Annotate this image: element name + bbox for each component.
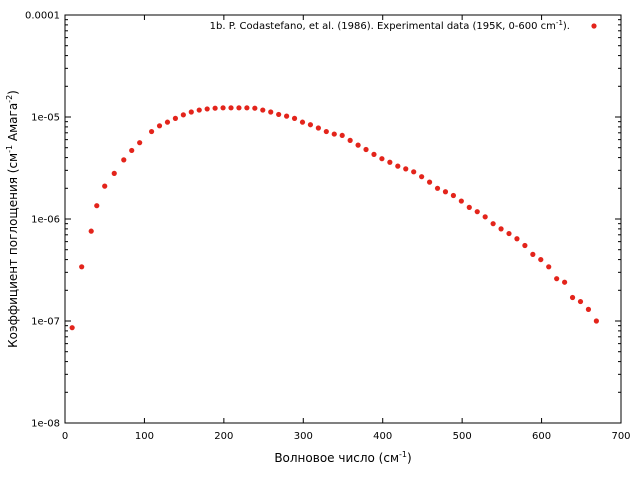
data-point: [347, 137, 353, 143]
data-point: [569, 294, 576, 301]
data-point: [482, 214, 488, 220]
data-point: [426, 179, 433, 185]
legend-marker: [591, 23, 597, 29]
data-point: [458, 198, 464, 204]
data-point: [111, 170, 117, 176]
data-point: [172, 115, 179, 121]
data-point: [371, 151, 377, 157]
data-point: [180, 112, 186, 118]
data-point: [236, 105, 242, 111]
data-point: [538, 256, 544, 263]
data-points: [69, 105, 599, 331]
data-point: [88, 228, 94, 234]
data-point: [284, 113, 290, 119]
data-point: [514, 236, 520, 242]
data-point: [577, 298, 584, 305]
data-point: [307, 122, 314, 128]
y-tick-label: 1e-05: [31, 113, 60, 124]
data-point: [204, 106, 210, 112]
data-point: [339, 132, 345, 139]
data-point: [490, 221, 496, 227]
data-point: [419, 174, 425, 180]
x-tick-label: 300: [294, 431, 313, 442]
data-point: [299, 119, 306, 125]
data-point: [291, 115, 298, 121]
data-point: [546, 264, 552, 270]
data-point: [148, 128, 155, 135]
data-point: [411, 169, 417, 175]
data-point: [530, 251, 536, 257]
data-point: [137, 140, 143, 146]
x-tick-label: 100: [135, 431, 154, 442]
y-axis-title: Коэффициент поглощения (см-1 Амага-2): [5, 90, 20, 348]
data-point: [156, 123, 163, 129]
data-point: [164, 119, 171, 125]
data-point: [69, 325, 75, 331]
x-tick-label: 500: [453, 431, 472, 442]
data-point: [188, 109, 194, 115]
data-point: [395, 163, 401, 169]
data-point: [331, 131, 337, 137]
plot-frame: [64, 14, 622, 424]
data-point: [79, 264, 85, 270]
x-axis-title: Волновое число (см-1): [274, 450, 411, 465]
data-point: [355, 142, 361, 148]
data-point: [260, 107, 266, 113]
x-tick-label: 0: [62, 431, 68, 442]
data-point: [379, 156, 385, 162]
legend-label: 1b. P. Codastefano, et al. (1986). Exper…: [210, 19, 570, 32]
data-point: [434, 185, 441, 191]
x-tick-label: 600: [532, 431, 551, 442]
x-tick-label: 400: [373, 431, 392, 442]
data-point: [94, 203, 100, 209]
y-tick-label: 0.0001: [25, 11, 60, 22]
data-point: [474, 209, 480, 215]
data-point: [102, 183, 108, 189]
data-point: [212, 105, 218, 111]
y-tick-label: 1e-08: [31, 419, 60, 430]
data-point: [593, 318, 599, 324]
data-point: [498, 226, 504, 232]
data-point: [585, 306, 592, 312]
data-point: [121, 157, 127, 163]
data-point: [196, 107, 202, 113]
data-point: [442, 189, 449, 195]
data-point: [252, 105, 258, 111]
data-point: [244, 105, 250, 111]
data-point: [268, 109, 274, 115]
data-point: [554, 276, 560, 282]
data-point: [387, 159, 393, 165]
data-point: [562, 279, 568, 285]
data-point: [450, 192, 457, 199]
data-point: [220, 105, 226, 111]
data-point: [315, 125, 321, 131]
y-axis: 1e-08 1e-07 1e-06 1e-05 0.0001: [25, 11, 621, 430]
data-point: [466, 204, 472, 210]
data-point: [228, 105, 234, 111]
legend: 1b. P. Codastefano, et al. (1986). Exper…: [210, 19, 597, 32]
data-point: [323, 128, 329, 135]
data-point: [506, 230, 512, 237]
data-point: [276, 111, 282, 118]
y-tick-label: 1e-07: [31, 317, 60, 328]
data-point: [363, 146, 369, 153]
x-tick-label: 200: [214, 431, 233, 442]
data-point: [522, 242, 528, 249]
x-axis: 0 100 200 300 400 500 600 700: [62, 15, 631, 442]
x-tick-label: 700: [611, 431, 630, 442]
data-point: [403, 166, 409, 172]
data-point: [129, 147, 135, 154]
y-tick-label: 1e-06: [31, 215, 60, 226]
